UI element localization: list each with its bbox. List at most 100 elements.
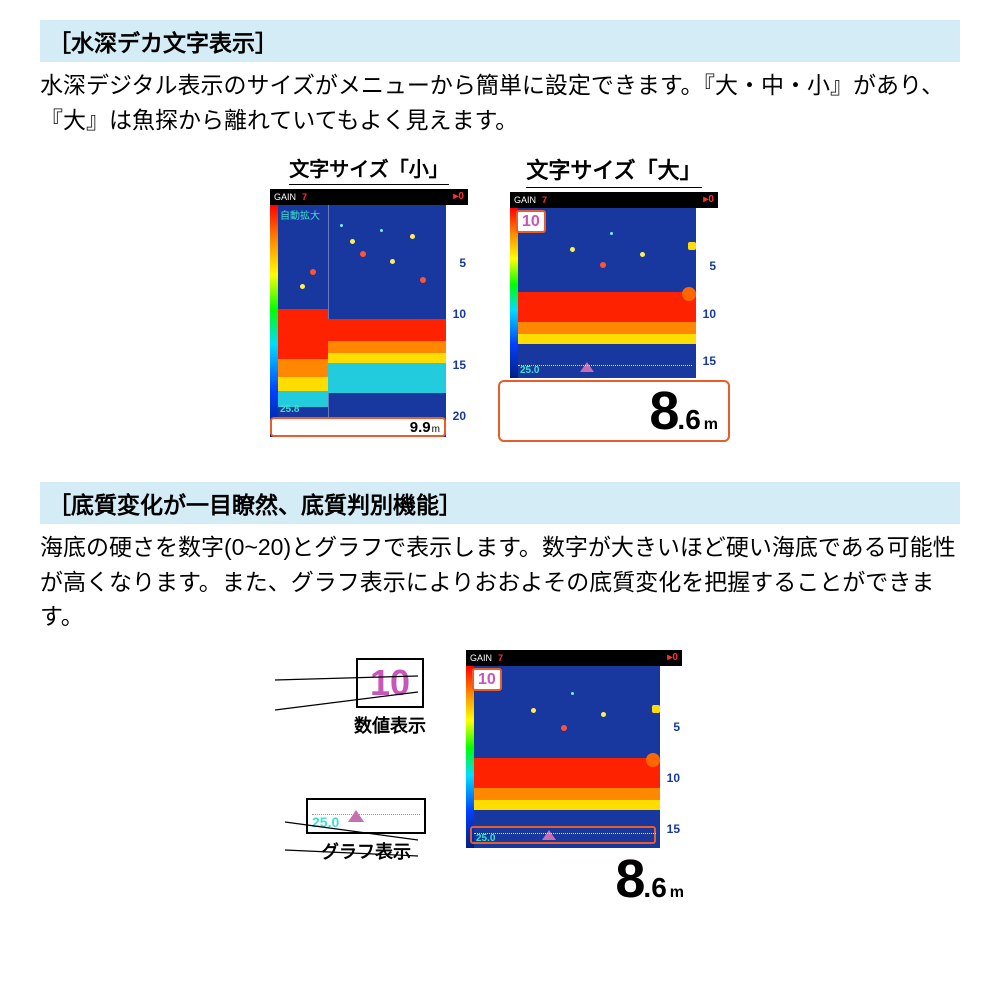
hardness-zoom-icon: 10 [356,658,424,708]
gain-value: 7 [302,192,307,202]
echo-dot [600,262,606,268]
sonar-large: GAIN 7 ▸0 10 5 10 15 [510,192,718,378]
section2-figure-area: 10 数値表示 25.0 グラフ表示 GAIN 7 ▸0 10 [40,650,960,930]
depth-readout-small: 9.9 m [270,417,446,437]
section1-figures: 文字サイズ「小」 GAIN 7 ▸0 自動拡大 5 10 15 20 [40,153,960,442]
figure-large: 文字サイズ「大」 GAIN 7 ▸0 10 5 10 15 [498,153,730,442]
panel-split [328,205,329,437]
echo-dot [640,252,645,257]
seabed-band [328,341,446,353]
figure-small-caption: 文字サイズ「小」 [289,153,448,185]
echo-dot [360,251,366,257]
echo-dot [310,269,316,275]
tick: 5 [448,256,466,270]
seabed-band [474,800,660,810]
water-temp: 25.0 [476,833,495,844]
tick: 15 [662,822,680,836]
graph-temp: 25.0 [312,814,339,830]
gain-label: GAIN [274,192,296,202]
graph-triangle-icon [580,362,594,372]
graph-dotline [312,814,420,815]
color-scale-bar [270,205,278,437]
depth-scale-s2: 5 10 15 [660,666,682,848]
echo-dot [340,224,343,227]
depth-readout-large: 8 . 6 m [498,380,730,442]
sonar-s2-header: GAIN 7 [466,650,682,666]
hardness-value: 10 [516,210,546,233]
echo-dot [570,247,575,252]
section2-body: 海底の硬さを数字(0~20)とグラフで表示します。数字が大きいほど硬い海底である… [40,530,960,634]
depth-dec: 6 [651,872,667,904]
gain-label: GAIN [514,195,536,205]
callout-graph: 25.0 グラフ表示 [306,798,426,864]
tick: 15 [448,358,466,372]
graph-triangle-icon [348,810,364,822]
auto-zoom-label: 自動拡大 [280,207,320,222]
depth-scale-large: 5 10 15 [696,208,718,378]
graph-line [474,833,656,834]
echo-dot [390,259,395,264]
figure-large-caption: 文字サイズ「大」 [526,153,701,188]
scale-mark [688,242,696,250]
echo-dot [610,232,613,235]
seabed-band [328,353,446,363]
graph-triangle-icon [542,830,556,840]
callout-numeric-label: 数値表示 [354,712,426,738]
tick: 5 [662,720,680,734]
section2-header: ［底質変化が一目瞭然、底質判別機能］ [40,482,960,524]
gain-label: GAIN [470,653,492,663]
callout-graph-label: グラフ表示 [321,838,411,864]
seabed-band [328,363,446,393]
tick: 20 [448,409,466,423]
figure-section2: GAIN 7 ▸0 10 5 10 15 [454,650,694,908]
echo-dot [561,725,567,731]
echo-dot [420,277,426,283]
echo-dot [601,712,606,717]
tick: 15 [698,354,716,368]
tick: 10 [662,771,680,785]
echo-dot [350,239,355,244]
sonar-large-header: GAIN 7 [510,192,718,208]
depth-readout-s2: 8 . 6 m [454,850,694,908]
depth-int: 8 [649,384,677,438]
seabed-band [328,319,446,341]
depth-unit: m [704,416,718,434]
seabed-band [278,359,328,377]
zero-marker: ▸0 [703,194,714,205]
figure-small: 文字サイズ「小」 GAIN 7 ▸0 自動拡大 5 10 15 20 [270,153,468,442]
tick: 10 [698,307,716,321]
tick: 10 [448,307,466,321]
echo-dot [571,692,574,695]
color-scale-bar [510,208,518,378]
scale-mark [652,705,660,713]
gain-value: 7 [498,653,503,663]
hardness-value-highlighted: 10 [472,668,502,691]
seabed-band [278,377,328,391]
depth-unit: m [670,884,684,902]
sonar-section2: GAIN 7 ▸0 10 5 10 15 [466,650,682,848]
echo-dot [410,234,415,239]
echo-dot [380,229,383,232]
graph-highlight-box [470,826,656,844]
seabed-band [474,788,660,800]
depth-unit: m [432,424,440,435]
depth-dec: 6 [685,404,701,436]
seabed-band [518,334,696,344]
seabed-band [474,758,660,788]
tick: 5 [698,259,716,273]
section1-body: 水深デジタル表示のサイズがメニューから簡単に設定できます。『大・中・小』があり、… [40,68,960,137]
callout-numeric: 10 数値表示 [354,658,426,738]
water-temp: 25.8 [280,404,299,415]
depth-scale-small: 5 10 15 20 [446,205,468,437]
depth-int: 8 [615,852,643,906]
echo-dot [300,284,305,289]
sonar-small: GAIN 7 ▸0 自動拡大 5 10 15 20 [270,189,468,437]
graph-zoom-icon: 25.0 [306,798,426,834]
color-scale-bar [466,666,474,848]
scale-mark [646,753,660,767]
depth-readout-s2-box: 8 . 6 m [454,848,694,908]
echo-dot [531,708,536,713]
zero-marker: ▸0 [667,652,678,663]
depth-value: 9.9 [410,419,431,436]
callout-column: 10 数値表示 25.0 グラフ表示 [306,658,426,864]
